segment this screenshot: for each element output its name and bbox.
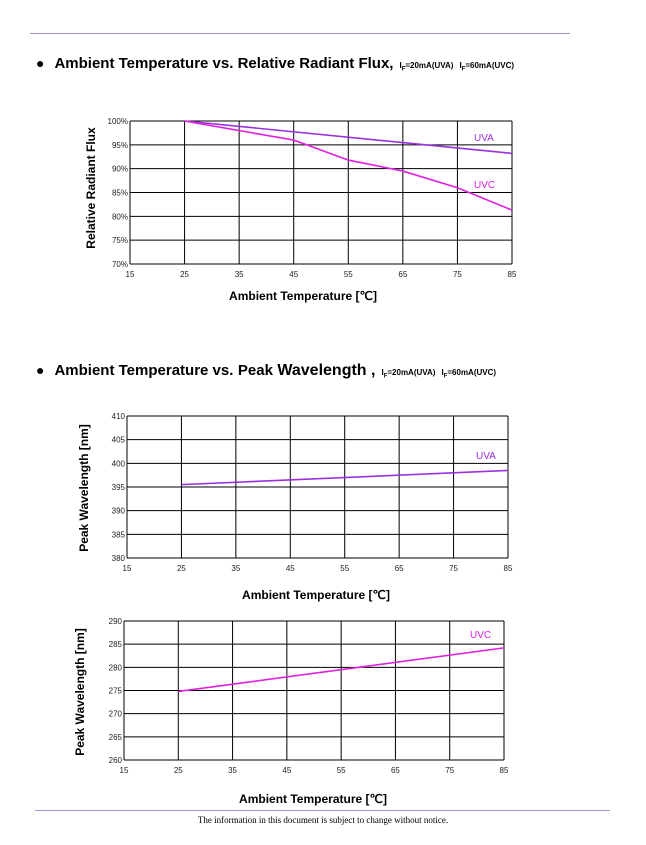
y-tick-label: 270 [109,710,123,719]
series-label-uva: UVA [476,451,496,462]
x-tick-label: 25 [177,564,186,573]
x-tick-label: 15 [120,766,129,775]
y-tick-label: 410 [112,412,126,421]
section-1-heading: ● Ambient Temperature vs. Relative Radian… [36,55,514,73]
y-tick-label: 75% [112,236,128,245]
x-tick-label: 15 [126,270,135,279]
y-tick-label: 90% [112,165,128,174]
bullet-icon: ● [36,55,45,71]
x-tick-label: 55 [337,766,346,775]
section-2-condition-uva: IF=20mA(UVA) [381,368,436,380]
x-tick-label: 45 [289,270,298,279]
bullet-icon: ● [36,362,45,378]
series-line-uva [184,120,513,155]
section-1-condition-uvc: IF=60mA(UVC) [459,61,515,73]
top-rule [30,33,570,34]
x-tick-label: 35 [228,766,237,775]
x-tick-label: 85 [500,766,509,775]
x-tick-label: 35 [231,564,240,573]
series-label-uva: UVA [474,133,494,144]
y-tick-label: 380 [112,554,126,563]
x-tick-label: 75 [449,564,458,573]
bottom-rule [35,810,610,811]
x-tick-label: 45 [282,766,291,775]
y-tick-label: 70% [112,260,128,269]
x-tick-label: 75 [453,270,462,279]
y-tick-label: 405 [112,436,126,445]
x-tick-label: 25 [174,766,183,775]
y-tick-label: 385 [112,530,126,539]
section-1-condition-uva: IF=20mA(UVA) [399,61,454,73]
y-tick-label: 285 [109,640,123,649]
x-axis-title: Ambient Temperature [℃] [239,792,387,806]
section-2-title-c: Wavelength , [277,362,376,379]
chart-relative-radiant-flux: 15 25 35 45 55 65 75 85 70% 75% 80% 85% 90% 95% 100% UV… [84,117,517,303]
y-tick-label: 395 [112,483,126,492]
y-tick-label: 260 [109,756,123,765]
x-tick-label: 65 [398,270,407,279]
y-axis-title: Peak Wavelength [nm] [73,628,87,756]
section-2-title-a: Ambient Temperature vs. [54,362,234,379]
series-line-uvc [178,647,505,693]
x-tick-label: 65 [395,564,404,573]
y-tick-label: 400 [112,459,126,468]
y-tick-label: 80% [112,212,128,221]
x-tick-label: 25 [180,270,189,279]
x-tick-label: 75 [445,766,454,775]
series-line-uvc [184,120,513,211]
x-tick-label: 15 [123,564,132,573]
chart-peak-wavelength-uva: 15 25 35 45 55 65 75 85 380 385 390 395 400 405 410 UVA… [77,412,513,602]
y-tick-label: 275 [109,687,123,696]
y-tick-label: 290 [109,617,123,626]
x-axis-title: Ambient Temperature [℃] [229,289,377,303]
x-axis-title: Ambient Temperature [℃] [242,588,390,602]
y-tick-label: 265 [109,733,123,742]
x-tick-label: 85 [504,564,513,573]
y-axis-title: Peak Wavelength [nm] [77,424,91,552]
x-tick-label: 35 [235,270,244,279]
y-tick-label: 280 [109,663,123,672]
section-1-title: Ambient Temperature vs. Relative Radiant… [54,55,394,72]
series-line-uva [181,469,509,486]
y-tick-label: 95% [112,141,128,150]
section-2-heading: ● Ambient Temperature vs. Peak Wavelength… [36,362,496,380]
y-tick-label: 390 [112,507,126,516]
section-2-condition-uvc: IF=60mA(UVC) [441,368,497,380]
series-label-uvc: UVC [474,180,495,191]
x-tick-label: 45 [286,564,295,573]
y-axis-title: Relative Radiant Flux [84,127,98,249]
series-label-uvc: UVC [470,630,491,641]
x-tick-label: 55 [340,564,349,573]
x-tick-label: 85 [508,270,517,279]
section-2-title-b: Peak [237,362,273,379]
chart-peak-wavelength-uvc: 15 25 35 45 55 65 75 85 260 265 270 275 280 285 290 UVC… [73,617,509,806]
footer-notice: The information in this document is subj… [197,815,449,825]
x-tick-label: 55 [344,270,353,279]
y-tick-label: 100% [108,117,128,126]
x-tick-label: 65 [391,766,400,775]
y-tick-label: 85% [112,189,128,198]
